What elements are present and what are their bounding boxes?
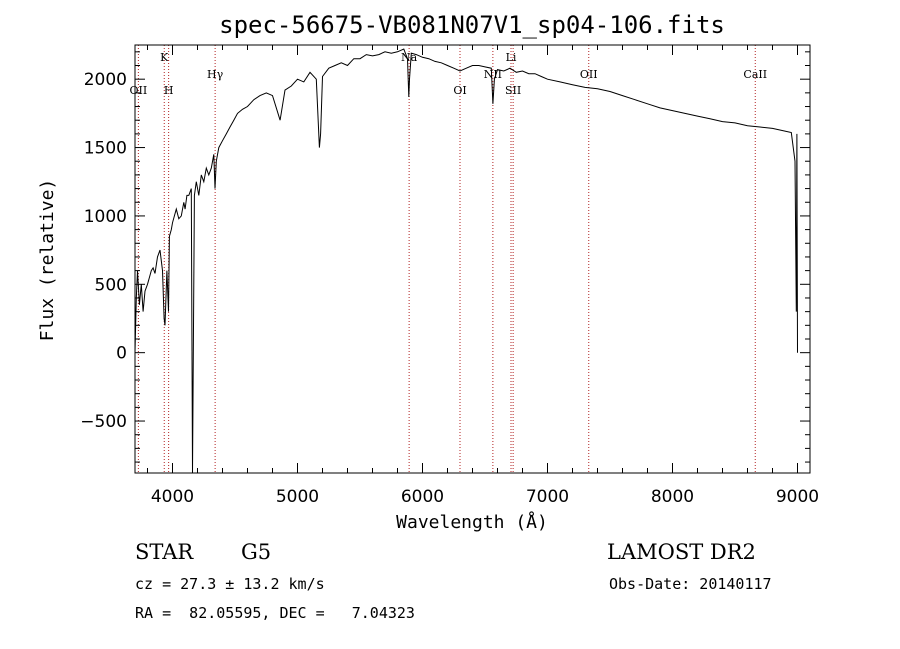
line-label: K — [160, 51, 169, 64]
x-axis-label: Wavelength (Å) — [396, 511, 548, 533]
x-tick-label: 7000 — [526, 487, 569, 507]
y-tick-label: 2000 — [84, 70, 127, 90]
survey-name: LAMOST DR2 — [607, 540, 756, 564]
line-label: CaII — [743, 68, 767, 81]
line-label: H — [164, 84, 174, 97]
line-label: SII — [505, 84, 521, 97]
object-class: STAR — [135, 540, 194, 564]
y-axis-label: Flux (relative) — [37, 179, 58, 342]
line-label: OI — [453, 84, 466, 97]
observation-date: Obs-Date: 20140117 — [609, 575, 772, 593]
spectrum-line — [134, 48, 798, 474]
line-label: Li — [506, 51, 517, 64]
line-label: Hγ — [207, 68, 224, 81]
x-axis: 4000 5000 6000 7000 8000 9000 — [147, 45, 819, 507]
coordinates: RA = 82.05595, DEC = 7.04323 — [135, 604, 415, 622]
y-tick-label: −500 — [80, 412, 127, 432]
y-tick-label: 0 — [116, 344, 127, 364]
x-tick-label: 6000 — [401, 487, 444, 507]
y-tick-label: 500 — [95, 275, 127, 295]
y-axis: −500 0 500 1000 1500 2000 — [80, 51, 810, 463]
redshift-cz: cz = 27.3 ± 13.2 km/s — [135, 575, 325, 593]
line-label: OII — [580, 68, 598, 81]
spectral-subclass: G5 — [241, 540, 272, 564]
chart-title: spec-56675-VB081N07V1_sp04-106.fits — [219, 11, 725, 39]
y-tick-label: 1500 — [84, 139, 127, 159]
plot-frame — [134, 44, 811, 474]
x-tick-label: 5000 — [276, 487, 319, 507]
x-tick-label: 8000 — [651, 487, 694, 507]
y-tick-label: 1000 — [84, 207, 127, 227]
line-label: Na — [401, 51, 418, 64]
line-label: OII — [130, 84, 148, 97]
x-tick-label: 4000 — [151, 487, 194, 507]
x-tick-label: 9000 — [776, 487, 819, 507]
